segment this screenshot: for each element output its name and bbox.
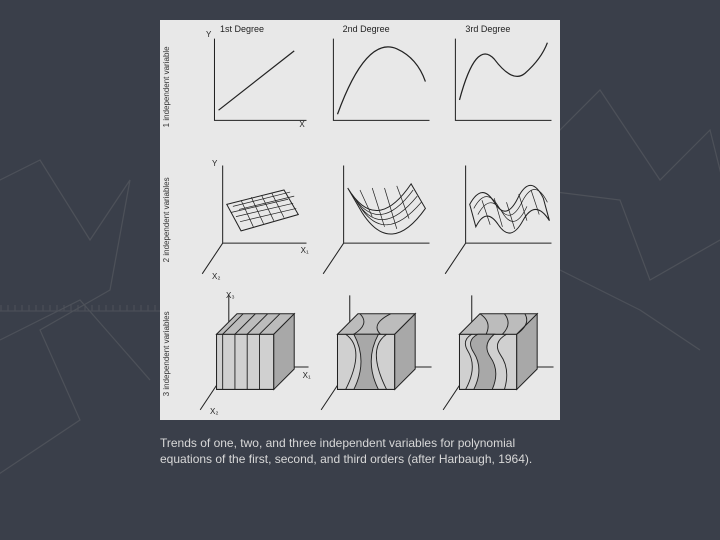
cell-1var-3deg: 3rd Degree (437, 20, 560, 153)
panel-grid: 1 independent variable 1st Degree Y X 2n… (160, 20, 560, 420)
cell-2var-1deg: Y X₁ X₂ (192, 153, 315, 286)
cell-2var-2deg (315, 153, 438, 286)
figure-caption: Trends of one, two, and three independen… (160, 435, 560, 467)
figure-panel: 1 independent variable 1st Degree Y X 2n… (160, 20, 560, 420)
cell-3var-2deg (315, 287, 438, 420)
cell-1var-1deg: 1st Degree Y X (192, 20, 315, 153)
row1-label: 1 independent variable (160, 20, 192, 153)
cell-2var-3deg (437, 153, 560, 286)
cell-3var-1deg: X₃ X₁ X₂ (192, 287, 315, 420)
row3-label: 3 independent variables (160, 287, 192, 420)
row2-label: 2 independent variables (160, 153, 192, 286)
cell-3var-3deg (437, 287, 560, 420)
cell-1var-2deg: 2nd Degree (315, 20, 438, 153)
